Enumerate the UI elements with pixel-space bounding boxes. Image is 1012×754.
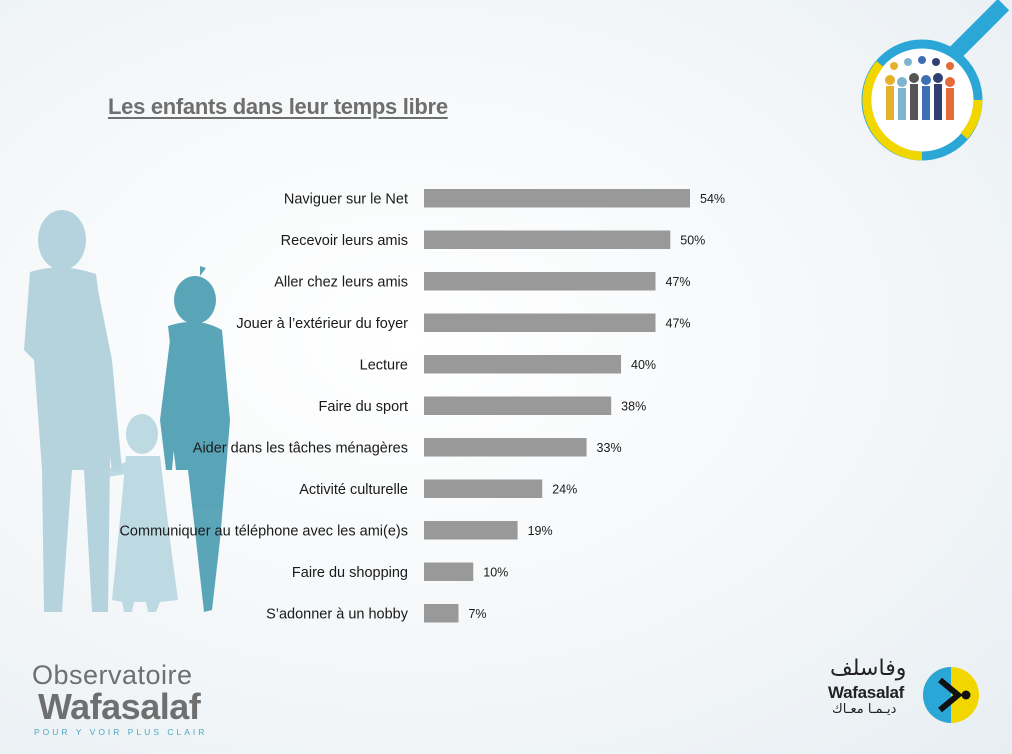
category-label: Communiquer au téléphone avec les ami(e)… bbox=[119, 523, 408, 539]
data-label: 47% bbox=[666, 275, 691, 289]
bar bbox=[424, 189, 690, 208]
category-label: Aller chez leurs amis bbox=[274, 274, 408, 290]
category-label: Faire du shopping bbox=[292, 565, 408, 581]
wafasalaf-circle-arrow-icon bbox=[923, 667, 979, 723]
data-label: 47% bbox=[666, 316, 691, 330]
bar bbox=[424, 355, 622, 374]
wafasalaf-arabic-slogan: ديـمـا معـاك bbox=[832, 702, 897, 717]
category-label: S’adonner à un hobby bbox=[266, 606, 409, 622]
wafasalaf-arabic-name: وفاسلف bbox=[830, 656, 907, 681]
people-figures-icon bbox=[885, 56, 955, 120]
bar bbox=[424, 604, 459, 623]
logo-tagline: POUR Y VOIR PLUS CLAIR bbox=[34, 727, 208, 737]
category-label: Faire du sport bbox=[319, 399, 408, 415]
data-label: 40% bbox=[631, 358, 656, 372]
data-label: 38% bbox=[621, 399, 646, 413]
data-label: 54% bbox=[700, 192, 725, 206]
bar bbox=[424, 521, 518, 540]
child-silhouette bbox=[102, 414, 178, 612]
observatoire-wafasalaf-logo: Observatoire Wafasalaf POUR Y VOIR PLUS … bbox=[32, 660, 232, 740]
category-label: Aider dans les tâches ménagères bbox=[193, 440, 408, 456]
bar bbox=[424, 438, 587, 457]
category-label: Lecture bbox=[360, 357, 408, 373]
bar bbox=[424, 272, 656, 291]
category-label: Jouer à l’extérieur du foyer bbox=[236, 316, 408, 332]
logo-wafasalaf-text: Wafasalaf bbox=[38, 686, 201, 727]
bar bbox=[424, 230, 671, 249]
slide-title: Les enfants dans leur temps libre bbox=[108, 94, 448, 119]
bar bbox=[424, 313, 656, 332]
data-label: 50% bbox=[680, 233, 705, 247]
wafasalaf-latin-name: Wafasalaf bbox=[828, 683, 905, 702]
category-label: Activité culturelle bbox=[299, 482, 408, 498]
data-label: 10% bbox=[483, 565, 508, 579]
data-label: 19% bbox=[528, 524, 553, 538]
data-label: 7% bbox=[468, 607, 486, 621]
adult-silhouette bbox=[24, 210, 122, 612]
magnifier-people-icon bbox=[861, 0, 1010, 161]
data-label: 24% bbox=[552, 482, 577, 496]
teen-silhouette bbox=[160, 266, 230, 612]
logo-observatoire-text: Observatoire bbox=[32, 660, 193, 690]
bar bbox=[424, 396, 612, 415]
wafasalaf-brand-logo: وفاسلف Wafasalaf ديـمـا معـاك bbox=[826, 656, 986, 730]
bar bbox=[424, 562, 474, 581]
category-label: Recevoir leurs amis bbox=[281, 233, 408, 249]
category-label: Naviguer sur le Net bbox=[284, 191, 408, 207]
bar bbox=[424, 479, 543, 498]
data-label: 33% bbox=[597, 441, 622, 455]
